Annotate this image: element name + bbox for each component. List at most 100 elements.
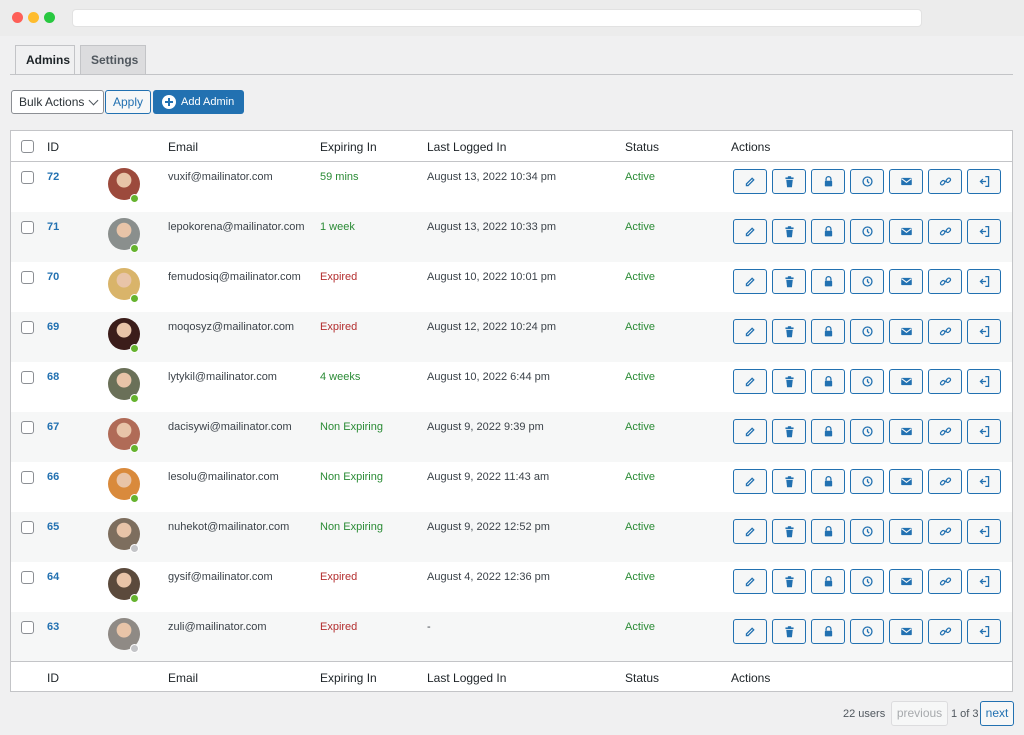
row-checkbox[interactable] <box>21 371 34 384</box>
row-id-link[interactable]: 68 <box>47 371 60 383</box>
email-button[interactable] <box>889 519 923 544</box>
link-button[interactable] <box>928 269 962 294</box>
maximize-window-button[interactable] <box>44 12 55 23</box>
apply-button[interactable]: Apply <box>105 90 151 114</box>
column-header-id[interactable]: ID <box>47 140 59 154</box>
close-window-button[interactable] <box>12 12 23 23</box>
row-checkbox[interactable] <box>21 471 34 484</box>
edit-button[interactable] <box>733 269 767 294</box>
edit-button[interactable] <box>733 169 767 194</box>
login-button[interactable] <box>967 469 1001 494</box>
email-button[interactable] <box>889 569 923 594</box>
footer-header-status[interactable]: Status <box>625 671 660 685</box>
history-button[interactable] <box>850 569 884 594</box>
trash-button[interactable] <box>772 619 806 644</box>
email-button[interactable] <box>889 619 923 644</box>
previous-page-button[interactable]: previous <box>891 701 948 726</box>
select-all-checkbox[interactable] <box>21 140 34 153</box>
login-button[interactable] <box>967 219 1001 244</box>
row-id-link[interactable]: 69 <box>47 321 60 333</box>
lock-button[interactable] <box>811 519 845 544</box>
history-button[interactable] <box>850 319 884 344</box>
row-id-link[interactable]: 67 <box>47 421 60 433</box>
link-button[interactable] <box>928 569 962 594</box>
trash-button[interactable] <box>772 319 806 344</box>
login-button[interactable] <box>967 419 1001 444</box>
link-button[interactable] <box>928 619 962 644</box>
row-id-link[interactable]: 70 <box>47 271 60 283</box>
edit-button[interactable] <box>733 469 767 494</box>
link-button[interactable] <box>928 419 962 444</box>
history-button[interactable] <box>850 369 884 394</box>
tab-settings[interactable]: Settings <box>80 45 146 75</box>
footer-header-email[interactable]: Email <box>168 671 199 685</box>
trash-button[interactable] <box>772 569 806 594</box>
login-button[interactable] <box>967 569 1001 594</box>
email-button[interactable] <box>889 169 923 194</box>
lock-button[interactable] <box>811 419 845 444</box>
link-button[interactable] <box>928 169 962 194</box>
lock-button[interactable] <box>811 469 845 494</box>
history-button[interactable] <box>850 219 884 244</box>
email-button[interactable] <box>889 319 923 344</box>
footer-header-id[interactable]: ID <box>47 671 59 685</box>
bulk-actions-select[interactable]: Bulk Actions <box>11 90 104 114</box>
lock-button[interactable] <box>811 169 845 194</box>
edit-button[interactable] <box>733 319 767 344</box>
lock-button[interactable] <box>811 369 845 394</box>
trash-button[interactable] <box>772 269 806 294</box>
trash-button[interactable] <box>772 419 806 444</box>
history-button[interactable] <box>850 519 884 544</box>
lock-button[interactable] <box>811 619 845 644</box>
link-button[interactable] <box>928 519 962 544</box>
edit-button[interactable] <box>733 219 767 244</box>
edit-button[interactable] <box>733 569 767 594</box>
row-id-link[interactable]: 72 <box>47 171 60 183</box>
row-id-link[interactable]: 63 <box>47 621 60 633</box>
next-page-button[interactable]: next <box>980 701 1014 726</box>
email-button[interactable] <box>889 219 923 244</box>
history-button[interactable] <box>850 169 884 194</box>
row-id-link[interactable]: 71 <box>47 221 60 233</box>
row-checkbox[interactable] <box>21 621 34 634</box>
login-button[interactable] <box>967 269 1001 294</box>
row-checkbox[interactable] <box>21 321 34 334</box>
history-button[interactable] <box>850 269 884 294</box>
link-button[interactable] <box>928 469 962 494</box>
edit-button[interactable] <box>733 419 767 444</box>
email-button[interactable] <box>889 419 923 444</box>
row-id-link[interactable]: 66 <box>47 471 60 483</box>
history-button[interactable] <box>850 419 884 444</box>
history-button[interactable] <box>850 469 884 494</box>
link-button[interactable] <box>928 369 962 394</box>
login-button[interactable] <box>967 519 1001 544</box>
add-admin-button[interactable]: Add Admin <box>153 90 244 114</box>
tab-admins[interactable]: Admins <box>15 45 75 75</box>
login-button[interactable] <box>967 369 1001 394</box>
login-button[interactable] <box>967 619 1001 644</box>
history-button[interactable] <box>850 619 884 644</box>
lock-button[interactable] <box>811 269 845 294</box>
edit-button[interactable] <box>733 619 767 644</box>
trash-button[interactable] <box>772 369 806 394</box>
lock-button[interactable] <box>811 319 845 344</box>
lock-button[interactable] <box>811 569 845 594</box>
minimize-window-button[interactable] <box>28 12 39 23</box>
trash-button[interactable] <box>772 469 806 494</box>
column-header-expiring[interactable]: Expiring In <box>320 140 377 154</box>
edit-button[interactable] <box>733 519 767 544</box>
column-header-last-logged[interactable]: Last Logged In <box>427 140 507 154</box>
row-checkbox[interactable] <box>21 271 34 284</box>
column-header-email[interactable]: Email <box>168 140 199 154</box>
email-button[interactable] <box>889 269 923 294</box>
column-header-status[interactable]: Status <box>625 140 660 154</box>
footer-header-expiring[interactable]: Expiring In <box>320 671 377 685</box>
row-checkbox[interactable] <box>21 521 34 534</box>
email-button[interactable] <box>889 469 923 494</box>
row-checkbox[interactable] <box>21 171 34 184</box>
trash-button[interactable] <box>772 169 806 194</box>
edit-button[interactable] <box>733 369 767 394</box>
trash-button[interactable] <box>772 219 806 244</box>
login-button[interactable] <box>967 319 1001 344</box>
login-button[interactable] <box>967 169 1001 194</box>
